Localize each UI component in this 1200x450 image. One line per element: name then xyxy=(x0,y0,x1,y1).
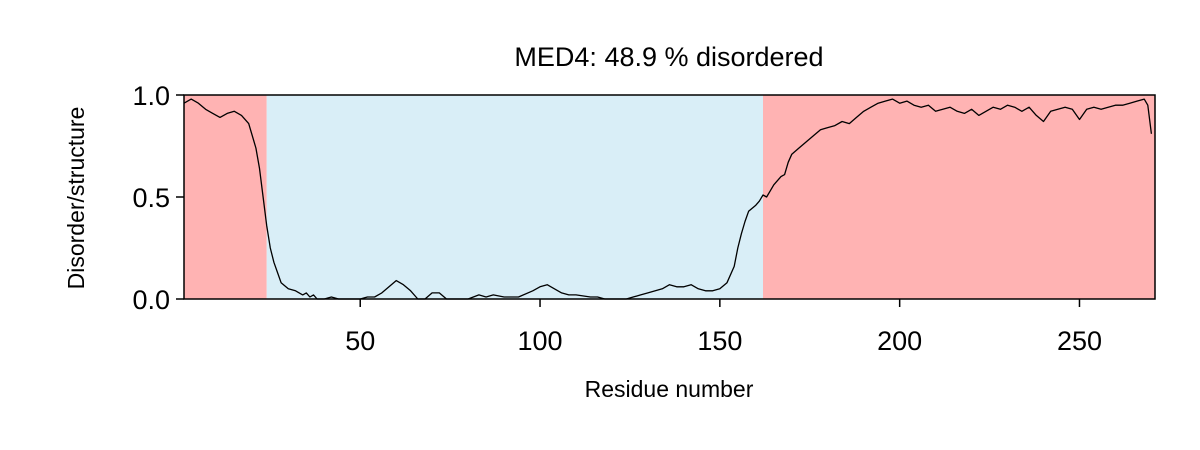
x-axis-label: Residue number xyxy=(585,376,754,402)
x-axis-ticks: 50 100 150 200 250 xyxy=(345,299,1102,356)
x-tick-label: 200 xyxy=(877,326,922,356)
y-axis-ticks: 0.0 0.5 1.0 xyxy=(132,81,184,315)
y-axis-label: Disorder/structure xyxy=(63,107,89,290)
region-disordered-2 xyxy=(763,95,1155,299)
y-tick-label: 0.0 xyxy=(132,285,170,315)
y-tick-label: 1.0 xyxy=(132,81,170,111)
x-tick-label: 100 xyxy=(518,326,563,356)
x-tick-label: 150 xyxy=(697,326,742,356)
x-tick-label: 50 xyxy=(345,326,375,356)
region-structured-1 xyxy=(266,95,764,299)
x-tick-label: 250 xyxy=(1057,326,1102,356)
region-bands xyxy=(184,95,1155,299)
disorder-line xyxy=(183,98,1153,300)
chart-title: MED4: 48.9 % disordered xyxy=(514,42,823,72)
region-disordered-0 xyxy=(184,95,267,299)
y-tick-label: 0.5 xyxy=(132,183,170,213)
